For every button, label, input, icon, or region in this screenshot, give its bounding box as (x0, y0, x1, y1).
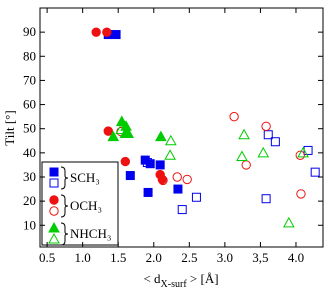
marker (297, 146, 309, 158)
legend-brace (60, 166, 69, 190)
legend-marker (48, 221, 60, 233)
marker (177, 205, 187, 215)
plot-frame (39, 7, 324, 248)
marker (295, 150, 305, 160)
marker (164, 134, 177, 146)
x-tick-label: 1.5 (110, 250, 126, 265)
y-tick-label: 10 (23, 217, 36, 232)
x-tick-label: 2.0 (146, 250, 162, 265)
legend-marker (49, 195, 59, 205)
x-label-text: < d (143, 271, 161, 286)
legend-marker (49, 206, 59, 216)
legend-label: NHCH₃ (70, 226, 111, 241)
marker (125, 171, 135, 181)
x-tick-label: 0.5 (39, 250, 55, 265)
x-tick-label: 4.0 (288, 250, 304, 265)
y-tick-label: 70 (23, 72, 36, 87)
y-tick-label: 40 (23, 145, 36, 160)
x-tick-label: 3,5 (252, 250, 268, 265)
legend-brace (60, 194, 69, 218)
marker (241, 160, 251, 170)
marker (310, 167, 320, 177)
marker (102, 27, 112, 37)
legend-brace (60, 222, 69, 246)
marker (143, 187, 153, 197)
x-tick-label: 1.0 (75, 250, 91, 265)
y-tick-label: 50 (23, 121, 36, 136)
marker (111, 30, 121, 40)
marker (103, 126, 113, 136)
marker (229, 111, 239, 122)
marker (303, 145, 313, 155)
legend-marker (49, 178, 59, 188)
marker (120, 156, 131, 167)
marker (91, 27, 101, 37)
marker (115, 115, 128, 126)
y-tick-label: 90 (23, 24, 36, 39)
legend-label: OCH₃ (70, 198, 102, 213)
x-label-suffix: > [Å] (187, 271, 219, 286)
marker (263, 130, 273, 140)
legend-marker (48, 232, 60, 244)
marker (191, 192, 201, 202)
marker (155, 160, 165, 170)
marker (157, 174, 168, 185)
x-axis-label: < dX-surf > [Å] (143, 271, 218, 290)
marker (145, 159, 155, 169)
y-tick-label: 60 (23, 97, 36, 112)
marker (261, 194, 271, 204)
y-tick-label: 30 (23, 169, 36, 184)
y-axis-label: Tilt [°] (2, 110, 17, 145)
marker (257, 146, 270, 158)
marker (155, 130, 167, 142)
y-tick-label: 80 (23, 48, 36, 63)
marker (236, 150, 248, 161)
legend-marker (49, 167, 59, 177)
marker (296, 189, 306, 199)
marker (164, 149, 176, 160)
marker (283, 216, 295, 228)
marker (182, 174, 192, 185)
marker (270, 137, 280, 147)
marker (173, 184, 183, 194)
marker (261, 121, 271, 131)
y-tick-label: 20 (23, 193, 36, 208)
x-tick-label: 2.5 (181, 250, 197, 265)
marker (122, 127, 135, 139)
marker (172, 172, 182, 182)
marker (107, 130, 120, 142)
legend-label: SCH₃ (70, 170, 100, 185)
x-label-subscript: X-surf (161, 279, 188, 290)
x-tick-label: 3.0 (217, 250, 233, 265)
marker (238, 128, 250, 140)
